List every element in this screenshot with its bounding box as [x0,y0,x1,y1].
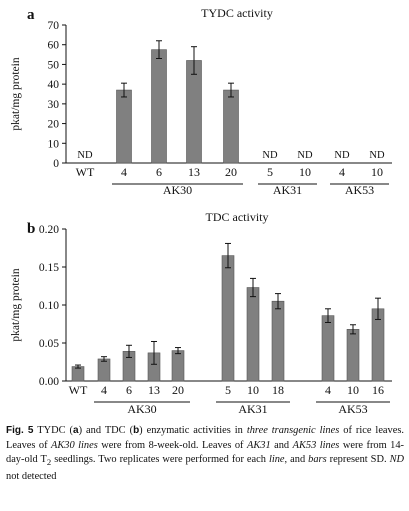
caption-fragment: ) and TDC ( [78,425,134,436]
x-tick-label: 10 [247,383,259,397]
chart-title: TDC activity [206,210,269,224]
y-tick-label: 40 [48,79,60,91]
x-tick-label: 18 [272,383,284,397]
y-tick-label: 30 [48,99,60,111]
caption-fragment: three transgenic lines [246,425,340,436]
y-tick-label: 60 [48,40,60,52]
group-label: AK30 [127,402,156,416]
group-label: AK30 [163,183,192,197]
caption-body: TYDC (a) and TDC (b) enzymatic activitie… [6,425,404,482]
nd-label: ND [77,150,93,161]
caption-fragment: and [270,439,293,451]
x-tick-label: 10 [371,165,383,179]
y-tick-label: 10 [48,138,60,150]
x-tick-label: 20 [172,383,184,397]
caption-fragment: ND [389,454,404,466]
nd-label: ND [262,150,278,161]
bar [116,89,132,164]
nd-label: ND [297,150,313,161]
caption-fragment: a [73,425,79,436]
caption-fragment: were from 14-day-old T [6,439,405,466]
caption-fragment: AK30 lines [51,439,98,451]
bar [97,358,111,382]
nd-label: ND [369,150,385,161]
nd-label: ND [334,150,350,161]
caption-fragment: were from 8-week-old. Leaves of [97,439,247,451]
caption-fragment: b [133,425,140,436]
x-tick-label: 10 [347,383,359,397]
x-tick-label: 4 [121,165,127,179]
y-tick-label: 0.05 [39,338,59,350]
caption-fragment: ) enzymatic activities in [139,425,247,436]
bar [151,49,167,164]
bar [346,329,360,382]
x-tick-label: 10 [299,165,311,179]
group-label: AK31 [238,402,267,416]
caption-fragment: 2 [46,457,52,468]
x-tick-label: 13 [148,383,160,397]
caption-fragment: of rice leaves. Leaves of [6,425,404,451]
x-tick-label: 20 [225,165,237,179]
y-tick-label: 0.20 [39,224,59,236]
bar [186,60,202,164]
caption-fragment: represent SD. [326,454,390,466]
chart-title: TYDC activity [201,6,273,20]
y-tick-label: 50 [48,59,60,71]
group-label: AK53 [338,402,367,416]
x-tick-label: 6 [126,383,132,397]
y-tick-label: 0.00 [39,376,59,388]
caption-fragment: bars [308,454,327,466]
x-tick-label: 4 [101,383,107,397]
y-axis-label: pkat/mg protein [10,268,22,341]
bar [246,287,260,382]
y-tick-label: 70 [48,20,60,32]
caption-fragment: AK53 lines [292,439,340,451]
x-tick-label: 5 [267,165,273,179]
x-tick-label: 13 [188,165,200,179]
caption-fragment: line [268,454,285,466]
x-tick-label: WT [76,165,95,179]
bar [221,255,235,382]
caption-fragment: AK31 [246,439,271,451]
bar [321,315,335,382]
figure-caption: Fig. 5 TYDC (a) and TDC (b) enzymatic ac… [6,424,404,484]
y-tick-label: 0.15 [39,262,59,274]
panel-label: a [27,7,35,23]
y-tick-label: 20 [48,119,60,131]
caption-fragment: seedlings. Two replicates were performed… [51,454,269,466]
bar [171,350,185,382]
caption-fragment: TYDC ( [33,425,74,436]
bar [271,300,285,382]
x-tick-label: 5 [225,383,231,397]
bar [223,89,239,164]
bar [71,366,85,382]
group-label: AK31 [273,183,302,197]
group-label: AK53 [345,183,374,197]
caption-fig-label: Fig. 5 [6,425,34,436]
x-tick-label: 4 [325,383,331,397]
caption-fragment: , and [284,454,309,466]
caption-fragment: not detected [6,470,57,482]
x-tick-label: 4 [339,165,345,179]
y-tick-label: 0.10 [39,300,59,312]
y-tick-label: 0 [53,158,59,170]
x-tick-label: 16 [372,383,384,397]
x-tick-label: 6 [156,165,162,179]
panel-label: b [27,221,35,237]
y-axis-label: pkat/mg protein [10,57,22,130]
x-tick-label: WT [69,383,88,397]
